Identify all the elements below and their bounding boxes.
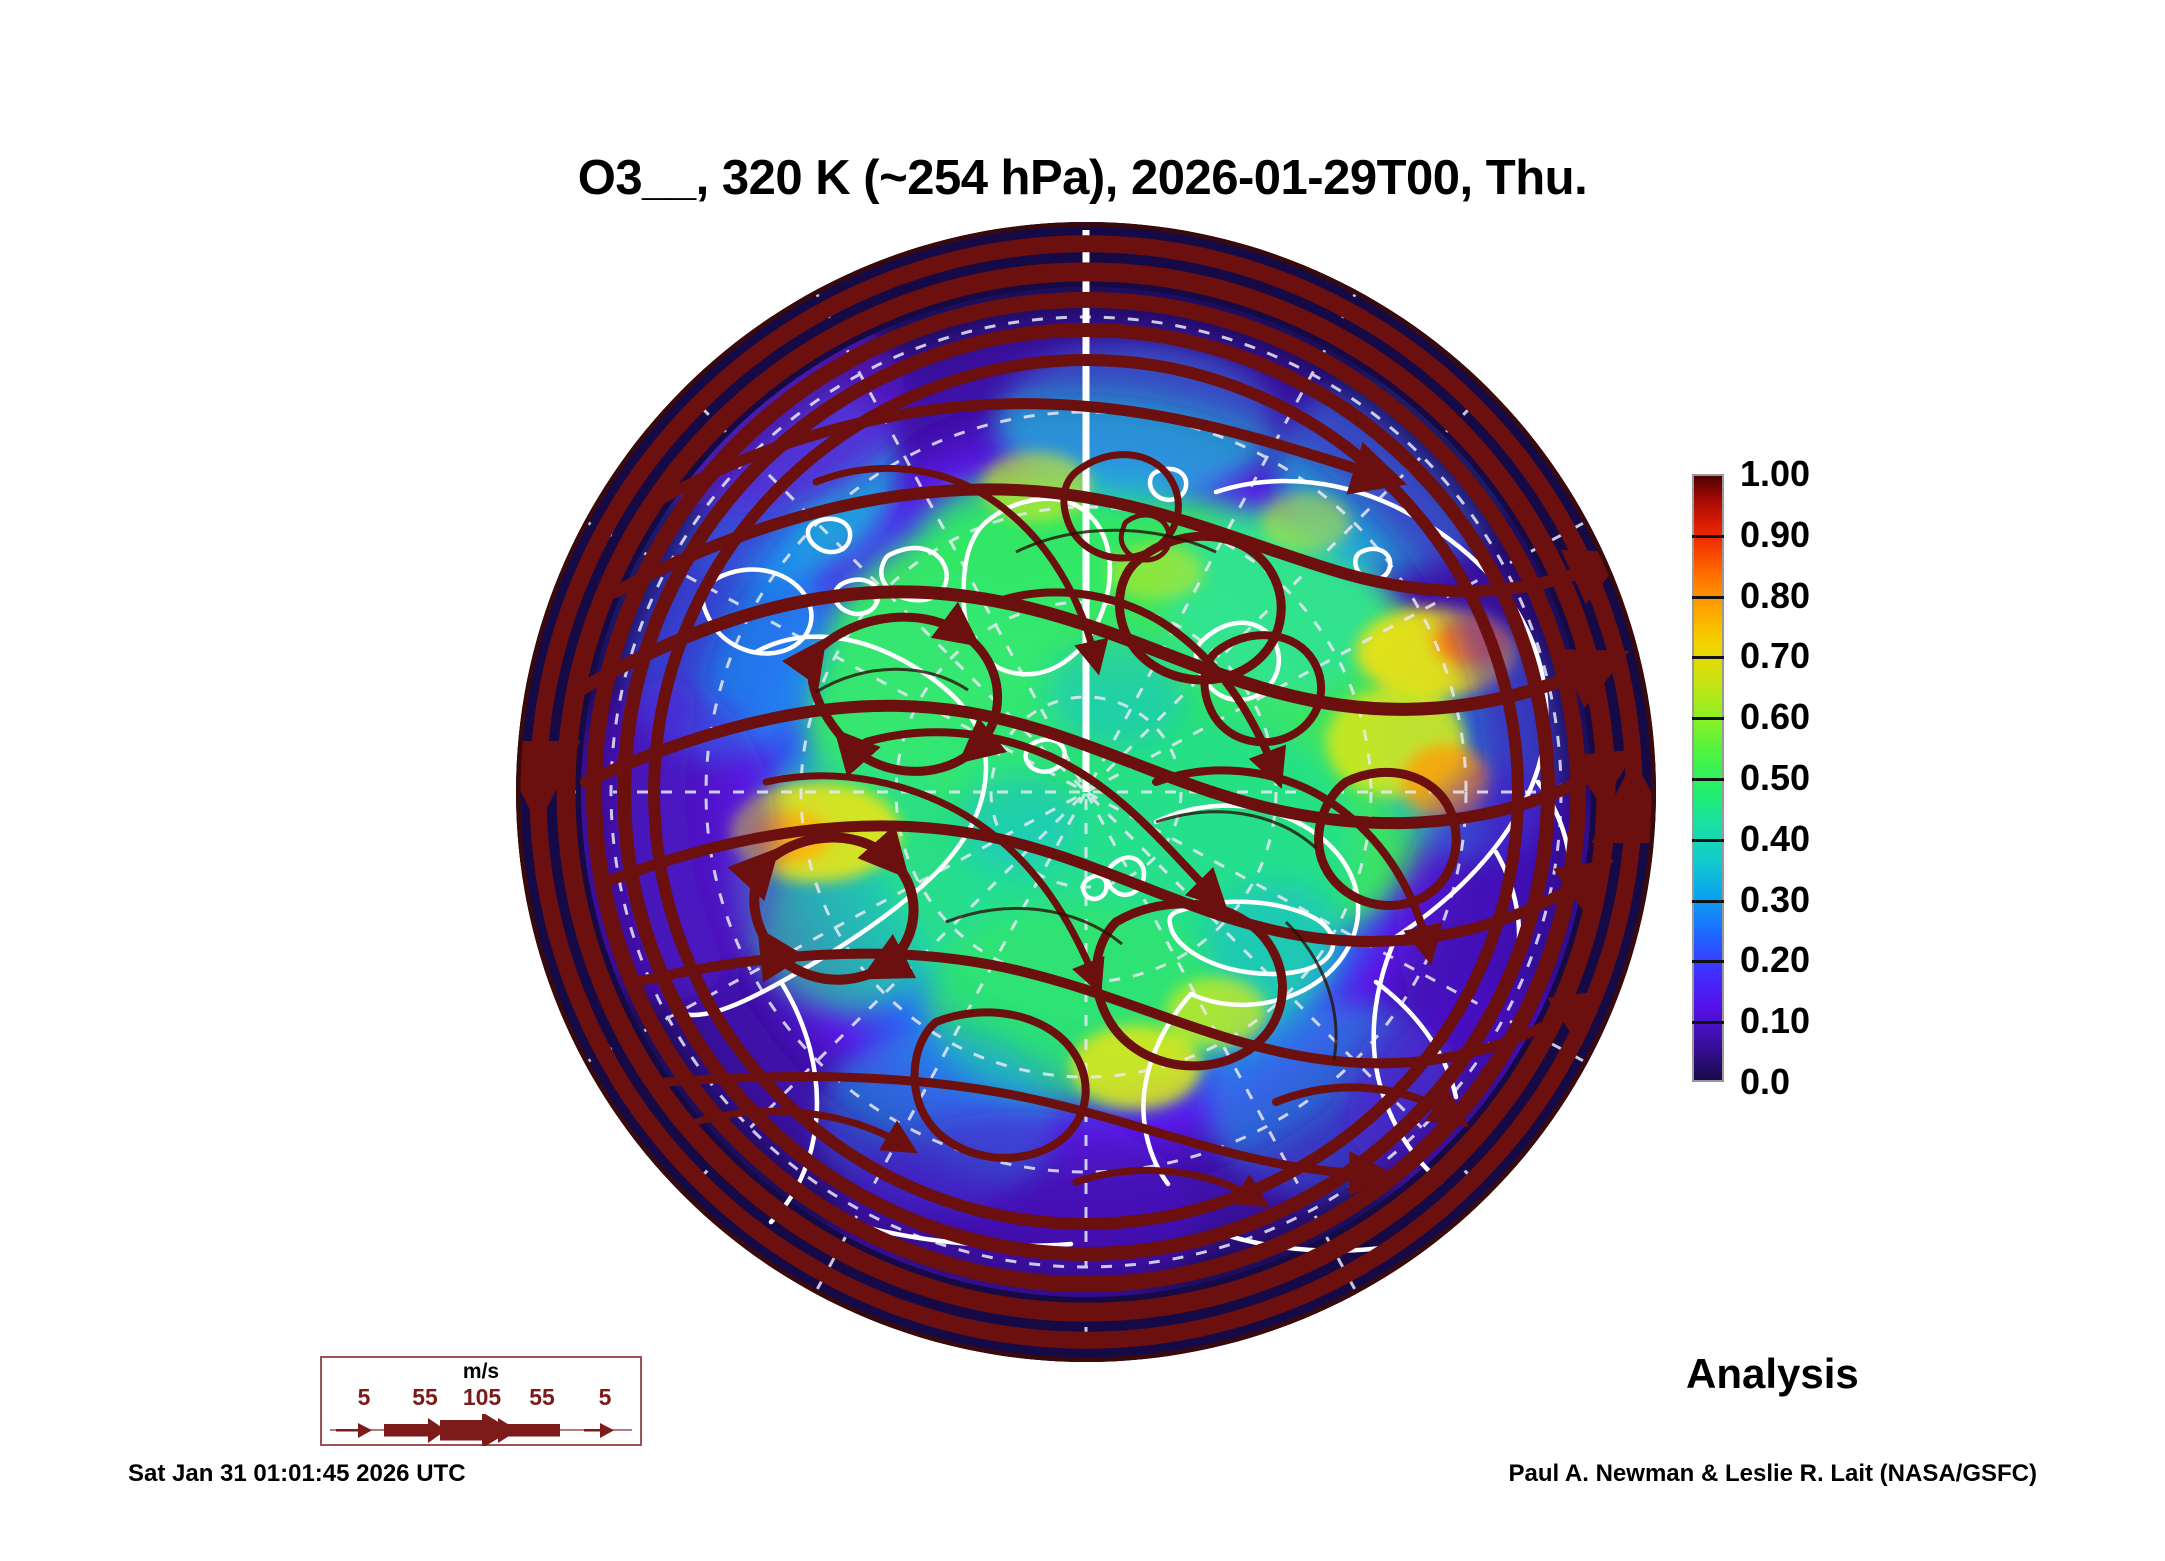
wind-legend-value: 55	[529, 1384, 555, 1410]
wind-legend-value: 55	[412, 1384, 438, 1410]
colorbar-tick-label: 0.20	[1740, 939, 1811, 981]
colorbar-tick-label: 1.00	[1740, 453, 1811, 494]
colorbar-tick-label: 0.40	[1740, 817, 1811, 859]
colorbar-tick-label: 0.70	[1740, 635, 1811, 677]
analysis-label: Analysis	[1686, 1350, 1859, 1397]
wind-legend-value: 105	[462, 1384, 502, 1410]
wind-speed-legend: m/s 5 55 105 55 5	[320, 1356, 642, 1446]
map-boundary-circle	[516, 222, 1656, 1362]
colorbar-tick-label: 0.0	[1740, 1061, 1791, 1102]
wind-legend-unit-label: m/s	[462, 1360, 500, 1383]
polar-stereographic-disc	[516, 222, 1656, 1362]
colorbar-tick-label: 0.60	[1740, 696, 1811, 738]
colorbar-gradient	[1692, 474, 1724, 1082]
colorbar-tick-label: 0.90	[1740, 513, 1811, 555]
ozone-contour-lines	[815, 528, 1338, 1061]
colorbar-tick-label: 0.80	[1740, 574, 1811, 616]
polar-map-panel	[516, 222, 1656, 1362]
colorbar-tick-label: 0.30	[1740, 878, 1811, 920]
wind-legend-value: 5	[357, 1384, 371, 1410]
wind-legend-value: 5	[598, 1384, 612, 1410]
page-title: O3__, 320 K (~254 hPa), 2026-01-29T00, T…	[577, 151, 1588, 205]
generation-timestamp: Sat Jan 31 01:01:45 2026 UTC	[128, 1460, 466, 1487]
colorbar: 1.00 0.90 0.80 0.70 0.60 0.50 0.40 0.30 0.20 0.10…	[1692, 453, 1992, 1102]
map-svg	[516, 222, 1656, 1362]
wind-arrow-scale-icon	[330, 1414, 632, 1446]
author-credit: Paul A. Newman & Leslie R. Lait (NASA/GS…	[1508, 1460, 2037, 1487]
colorbar-tick-label: 0.50	[1740, 757, 1811, 798]
map-contents	[516, 222, 1656, 1362]
colorbar-tick-label: 0.10	[1740, 1000, 1811, 1042]
